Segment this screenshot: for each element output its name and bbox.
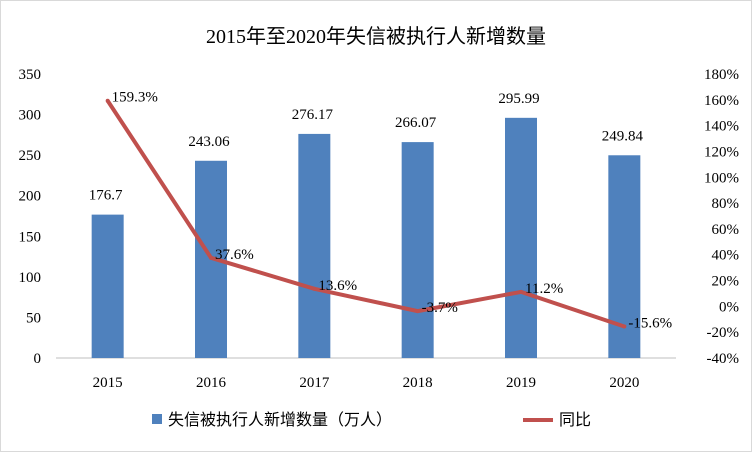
left-axis-tick-label: 150 [19,229,42,245]
right-axis: -40% -20% 0% 20% 40% 60% 80% 100% 120% 140% 160% 18… [704,67,739,367]
chart-title: 2015年至2020年失信被执行人新增数量 [206,25,546,48]
line-data-label: 11.2% [525,281,563,297]
right-axis-tick-label: 180% [704,67,739,83]
bar-data-label: 249.84 [602,128,644,144]
line-path [105,99,625,329]
line-data-label: -15.6% [628,316,672,332]
right-axis-tick-label: 100% [704,170,739,186]
line-point [622,324,627,329]
left-axis-tick-label: 100 [19,270,42,286]
legend-bar-swatch [152,414,162,424]
line-point [312,286,317,291]
line-series [105,98,627,329]
x-axis-tick-label: 2018 [403,375,433,391]
right-axis-tick-label: 0% [719,299,739,315]
bar [298,133,331,358]
legend: 失信被执行人新增数量（万人） 同比 [152,410,591,429]
bar-data-labels: 176.7 243.06 276.17 266.07 295.99 249.84 [89,91,644,204]
bar-data-label: 295.99 [498,91,539,107]
bar-data-label: 276.17 [292,107,334,123]
bar [401,142,434,358]
right-axis-tick-label: -40% [707,351,740,367]
right-axis-tick-label: 140% [704,119,739,135]
bar [91,214,124,358]
bar-data-label: 243.06 [188,134,230,150]
bar-data-label: 176.7 [89,188,123,204]
line-point [105,98,110,103]
line-point [209,255,213,260]
left-axis-tick-label: 350 [19,67,42,83]
bar [505,117,537,358]
x-axis-tick-label: 2019 [506,375,536,391]
right-axis-tick-label: 80% [712,196,740,212]
x-axis-tick-label: 2020 [609,375,639,391]
left-axis: 0 50 100 150 200 250 300 350 [19,67,42,367]
right-axis-tick-label: 40% [712,248,740,264]
line-data-label: 37.6% [215,247,254,263]
x-axis-tick-label: 2017 [299,375,330,391]
left-axis-tick-label: 250 [19,148,42,164]
left-axis-tick-label: 300 [19,108,42,124]
line-data-label: 13.6% [318,278,357,294]
right-axis-tick-label: -20% [707,325,740,341]
right-axis-tick-label: 160% [704,93,739,109]
bar-data-label: 266.07 [395,115,437,131]
line-point [519,289,523,294]
right-axis-tick-label: 20% [712,274,740,290]
left-axis-tick-label: 200 [19,189,42,205]
bar-series [91,117,641,358]
line-point [415,309,420,314]
legend-line-label: 同比 [559,410,591,429]
left-axis-tick-label: 0 [34,351,42,367]
x-axis-tick-label: 2016 [196,375,227,391]
x-axis-tick-label: 2015 [93,375,123,391]
right-axis-tick-label: 60% [712,222,740,238]
left-axis-tick-label: 50 [26,310,41,326]
line-data-label: 159.3% [112,90,158,106]
legend-bar-label: 失信被执行人新增数量（万人） [168,410,392,429]
x-axis: 2015 2016 2017 2018 2019 2020 [93,375,640,391]
line-data-labels: 159.3% 37.6% 13.6% -3.7% 11.2% -15.6% [112,90,672,332]
right-axis-tick-label: 120% [704,144,739,160]
line-data-label: -3.7% [422,300,458,316]
